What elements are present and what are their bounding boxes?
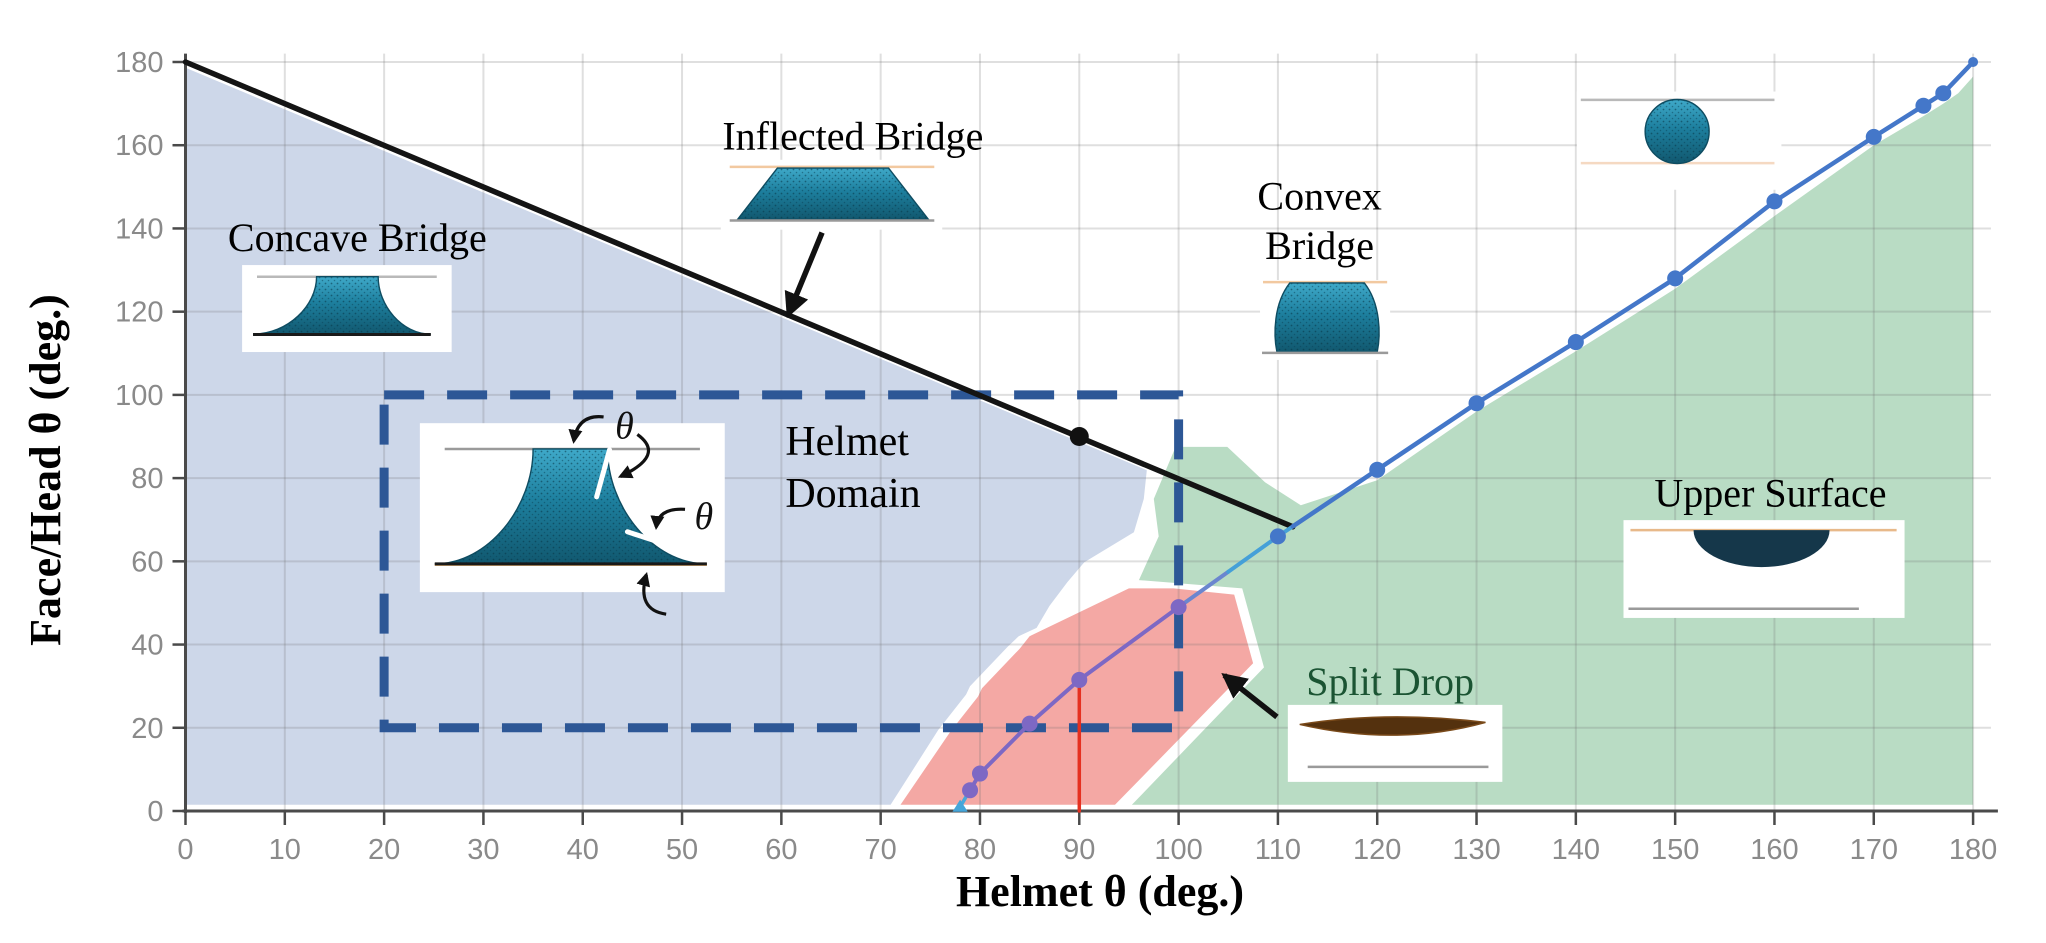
layer-axes: 0 10 20 30 40 50 60 70 80 90 100 110 120 130 140 150 160…: [115, 47, 1998, 866]
y-tick-label-0: 0: [147, 796, 163, 828]
convex-bridge-label-line-2: Bridge: [1265, 223, 1374, 268]
curve-start-triangle-marker: [952, 799, 968, 812]
inflected-boundary-line-dot: [1069, 427, 1089, 447]
region-upper-surface-region: [1131, 76, 1974, 805]
x-tick-label-100: 100: [1154, 834, 1202, 866]
curve-marker-purple: [962, 782, 979, 799]
theta-definition-inset-contact-slash-0: [594, 447, 613, 500]
layer-dashed-box: [379, 390, 1184, 733]
x-tick-label-110: 110: [1255, 834, 1301, 866]
helmet-domain-label-line-2: Domain: [785, 471, 920, 517]
curve-marker-blue: [1269, 528, 1286, 545]
y-tick-label-160: 160: [115, 130, 163, 162]
x-tick-label-10: 10: [269, 834, 301, 866]
curve-marker-blue: [1915, 97, 1932, 114]
theta-definition-inset-angle-arrow-0: [568, 415, 604, 444]
x-tick-label-90: 90: [1063, 834, 1095, 866]
y-tick-label-40: 40: [131, 630, 163, 662]
x-tick-label-180: 180: [1949, 834, 1997, 866]
theta-definition-inset-theta-symbol-1: θ: [695, 496, 714, 538]
curve-marker-purple: [971, 765, 988, 782]
x-tick-label-160: 160: [1750, 834, 1798, 866]
convex-bridge-label-line-1: Convex: [1257, 173, 1381, 218]
upper-surface-inset-drop-shape: [1693, 530, 1830, 568]
curve-marker-purple: [1071, 671, 1088, 688]
x-tick-label-50: 50: [666, 834, 698, 866]
theta-definition-inset-angle-arrow-2: [650, 507, 686, 531]
theta-definition-inset-theta-symbol-0: θ: [615, 406, 634, 448]
curve-marker-blue: [1468, 395, 1485, 412]
split-drop-label: Split Drop: [1306, 659, 1474, 704]
curve-marker-blue: [1935, 85, 1952, 102]
y-tick-label-60: 60: [131, 546, 163, 578]
x-tick-label-60: 60: [765, 834, 797, 866]
layer-grid: [185, 53, 1991, 811]
curve-end-marker: [1968, 57, 1979, 68]
y-tick-label-20: 20: [131, 713, 163, 745]
y-axis-title: Face/Head θ (deg.): [21, 294, 70, 646]
x-tick-label-20: 20: [368, 834, 400, 866]
y-tick-label-80: 80: [131, 463, 163, 495]
helmet-domain-label-line-1: Helmet: [785, 419, 909, 465]
x-tick-label-130: 130: [1452, 834, 1500, 866]
x-tick-label-80: 80: [964, 834, 996, 866]
layer-titles: Helmet θ (deg.) Face/Head θ (deg.): [21, 294, 1244, 916]
helmet-domain-box: [379, 390, 1184, 733]
layer-curve: [952, 57, 1979, 812]
split-arrow: [1221, 672, 1279, 720]
curve-marker-purple: [1170, 599, 1187, 616]
x-axis-title: Helmet θ (deg.): [956, 867, 1244, 916]
theta-definition-inset-angle-arrow-1: [617, 433, 650, 479]
inflected-arrow: [784, 231, 825, 319]
x-tick-label-0: 0: [177, 834, 193, 866]
curve-segment-2: [1176, 569, 1231, 610]
inflected-bridge-label: Inflected Bridge: [722, 113, 983, 158]
x-tick-label-30: 30: [467, 834, 499, 866]
layer-insets: θθ: [242, 91, 1905, 782]
curve-marker-purple: [1021, 715, 1038, 732]
concave-bridge-label: Concave Bridge: [228, 215, 487, 260]
region-split-drop-region: [900, 588, 1254, 805]
y-tick-label-140: 140: [115, 213, 163, 245]
y-tick-label-100: 100: [115, 380, 163, 412]
y-tick-label-120: 120: [115, 297, 163, 329]
layer-annotations: Concave Bridge Inflected Bridge Convex Brid…: [228, 113, 1887, 720]
convex-bridge-inset-shape-mesh: [1274, 282, 1380, 353]
x-tick-label-140: 140: [1552, 834, 1600, 866]
x-tick-label-70: 70: [865, 834, 897, 866]
curve-marker-blue: [1667, 270, 1684, 287]
split-drop-inset-lens-shape: [1299, 716, 1486, 736]
curve-marker-blue: [1369, 461, 1386, 478]
theta-definition-inset-contact-slash-1: [624, 529, 680, 551]
x-tick-label-150: 150: [1651, 834, 1699, 866]
layer-lines: [182, 59, 1296, 813]
curve-marker-blue: [1766, 193, 1783, 210]
curve-marker-blue: [1567, 334, 1584, 351]
inflected-boundary-line: [182, 59, 1296, 530]
x-tick-label-120: 120: [1353, 834, 1401, 866]
theta-definition-inset-angle-arrow-3: [636, 571, 667, 616]
x-tick-label-40: 40: [567, 834, 599, 866]
detached-drop-inset-drop-mesh: [1644, 98, 1710, 165]
x-tick-label-170: 170: [1850, 834, 1898, 866]
y-tick-label-180: 180: [115, 47, 163, 79]
concave-bridge-inset-bridge-shape-mesh: [253, 276, 431, 335]
curve-marker-blue: [1865, 128, 1882, 145]
upper-surface-label: Upper Surface: [1654, 470, 1886, 515]
curve-segment-4: [1290, 59, 1976, 529]
